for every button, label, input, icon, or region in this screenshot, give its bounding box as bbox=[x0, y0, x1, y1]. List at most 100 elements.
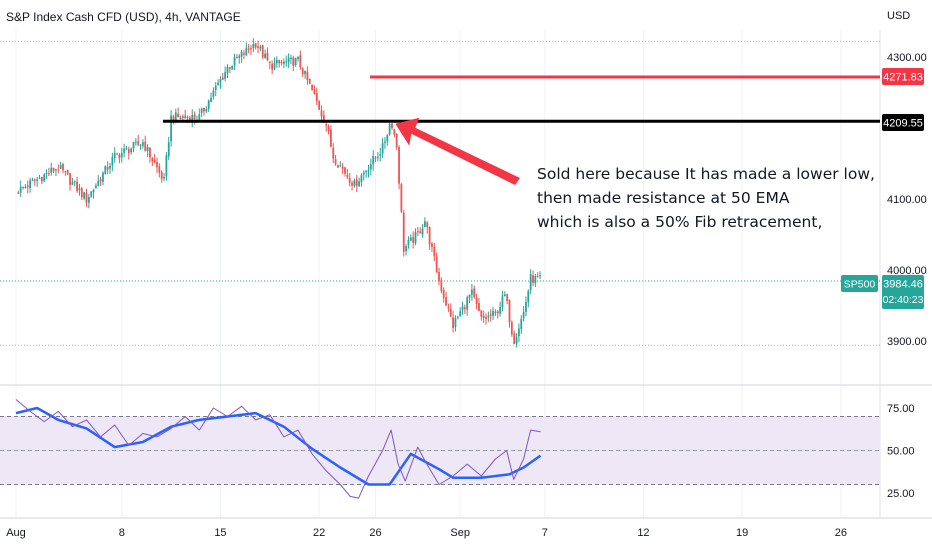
candles bbox=[17, 38, 541, 348]
price-pane bbox=[0, 38, 880, 348]
candle-body bbox=[149, 147, 151, 158]
candle-body bbox=[297, 56, 299, 59]
candle-body bbox=[388, 123, 391, 135]
y-tick-label: 3900.00 bbox=[887, 336, 927, 348]
candle-body bbox=[327, 125, 330, 132]
candle-body bbox=[172, 116, 175, 122]
candle-body bbox=[428, 227, 431, 245]
candle-body bbox=[325, 124, 328, 126]
candle-body bbox=[85, 193, 88, 203]
candle-body bbox=[280, 62, 283, 64]
candle-body bbox=[102, 172, 104, 182]
candle-body bbox=[179, 118, 182, 120]
candle-body bbox=[513, 333, 516, 344]
candle-body bbox=[362, 172, 365, 175]
candle-body bbox=[386, 135, 389, 142]
candle-body bbox=[480, 310, 483, 317]
candle-body bbox=[198, 114, 201, 120]
candle-body bbox=[407, 240, 410, 246]
candle-body bbox=[532, 275, 534, 283]
candle-body bbox=[301, 68, 304, 75]
candle-body bbox=[214, 85, 217, 90]
candle-body bbox=[377, 156, 379, 158]
candle-body bbox=[26, 185, 29, 188]
symbol-label: SP500 bbox=[844, 279, 876, 291]
candle-body bbox=[341, 166, 344, 169]
candle-body bbox=[285, 61, 288, 63]
candle-body bbox=[412, 237, 415, 243]
candle-body bbox=[478, 303, 480, 312]
candle-body bbox=[475, 297, 478, 304]
candle-body bbox=[402, 212, 405, 252]
candle-body bbox=[426, 222, 429, 228]
candle-body bbox=[466, 297, 469, 310]
candle-body bbox=[322, 115, 325, 123]
candle-body bbox=[45, 172, 48, 174]
candle-body bbox=[283, 61, 285, 64]
candle-body bbox=[167, 142, 170, 157]
y-tick-label: 4100.00 bbox=[887, 194, 927, 206]
candle-body bbox=[379, 154, 382, 156]
candle-body bbox=[57, 169, 60, 171]
candle-body bbox=[454, 318, 457, 327]
red-level-badge: 4271.83 bbox=[882, 68, 924, 85]
candle-body bbox=[43, 174, 46, 182]
candle-body bbox=[200, 108, 203, 114]
candle-body bbox=[372, 155, 375, 165]
candle-body bbox=[471, 289, 473, 295]
candle-body bbox=[174, 112, 177, 121]
candle-body bbox=[508, 299, 511, 323]
candle-body bbox=[132, 142, 135, 149]
candle-body bbox=[520, 318, 523, 330]
candle-body bbox=[287, 57, 290, 63]
candle-body bbox=[308, 78, 311, 84]
candle-body bbox=[348, 177, 351, 183]
candle-body bbox=[233, 57, 236, 66]
candle-body bbox=[104, 166, 107, 175]
candle-body bbox=[210, 97, 212, 102]
candle-body bbox=[205, 109, 208, 112]
candle-body bbox=[226, 66, 229, 74]
candle-body bbox=[318, 101, 321, 110]
candle-body bbox=[259, 46, 262, 49]
candle-body bbox=[144, 141, 147, 151]
candle-body bbox=[160, 172, 163, 180]
candle-body bbox=[165, 155, 168, 177]
candle-body bbox=[52, 167, 55, 172]
candle-body bbox=[146, 146, 149, 152]
candle-body bbox=[224, 72, 227, 79]
candle-body bbox=[367, 170, 370, 172]
candle-body bbox=[515, 337, 518, 344]
annotation-line-3: which is also a 50% Fib retracement, bbox=[537, 213, 823, 231]
candle-body bbox=[522, 312, 525, 319]
candle-body bbox=[257, 46, 259, 49]
candle-body bbox=[130, 148, 133, 153]
candle-body bbox=[290, 57, 292, 60]
price-axis: 4300.00 4100.00 4000.00 3900.00 bbox=[887, 52, 927, 348]
candle-body bbox=[151, 157, 154, 162]
currency-label: USD bbox=[887, 10, 911, 22]
x-tick-label: 8 bbox=[119, 527, 125, 539]
candle-body bbox=[496, 311, 499, 314]
candle-body bbox=[499, 307, 501, 314]
candle-body bbox=[106, 167, 109, 170]
candle-body bbox=[292, 57, 295, 67]
candle-body bbox=[92, 189, 95, 193]
candle-body bbox=[395, 133, 398, 148]
candle-body bbox=[424, 221, 426, 227]
x-tick-label: 26 bbox=[369, 527, 381, 539]
candle-body bbox=[299, 55, 302, 68]
candle-body bbox=[97, 180, 100, 187]
candle-body bbox=[36, 179, 39, 181]
candle-body bbox=[435, 256, 438, 273]
candle-body bbox=[261, 45, 264, 58]
red-level-value: 4271.83 bbox=[883, 72, 923, 84]
x-tick-label: 19 bbox=[736, 527, 748, 539]
candle-body bbox=[252, 43, 255, 49]
candle-body bbox=[73, 181, 76, 183]
candle-body bbox=[294, 57, 297, 66]
candle-body bbox=[184, 115, 187, 118]
candle-body bbox=[80, 188, 83, 198]
candle-body bbox=[360, 175, 363, 183]
candle-body bbox=[381, 143, 384, 154]
